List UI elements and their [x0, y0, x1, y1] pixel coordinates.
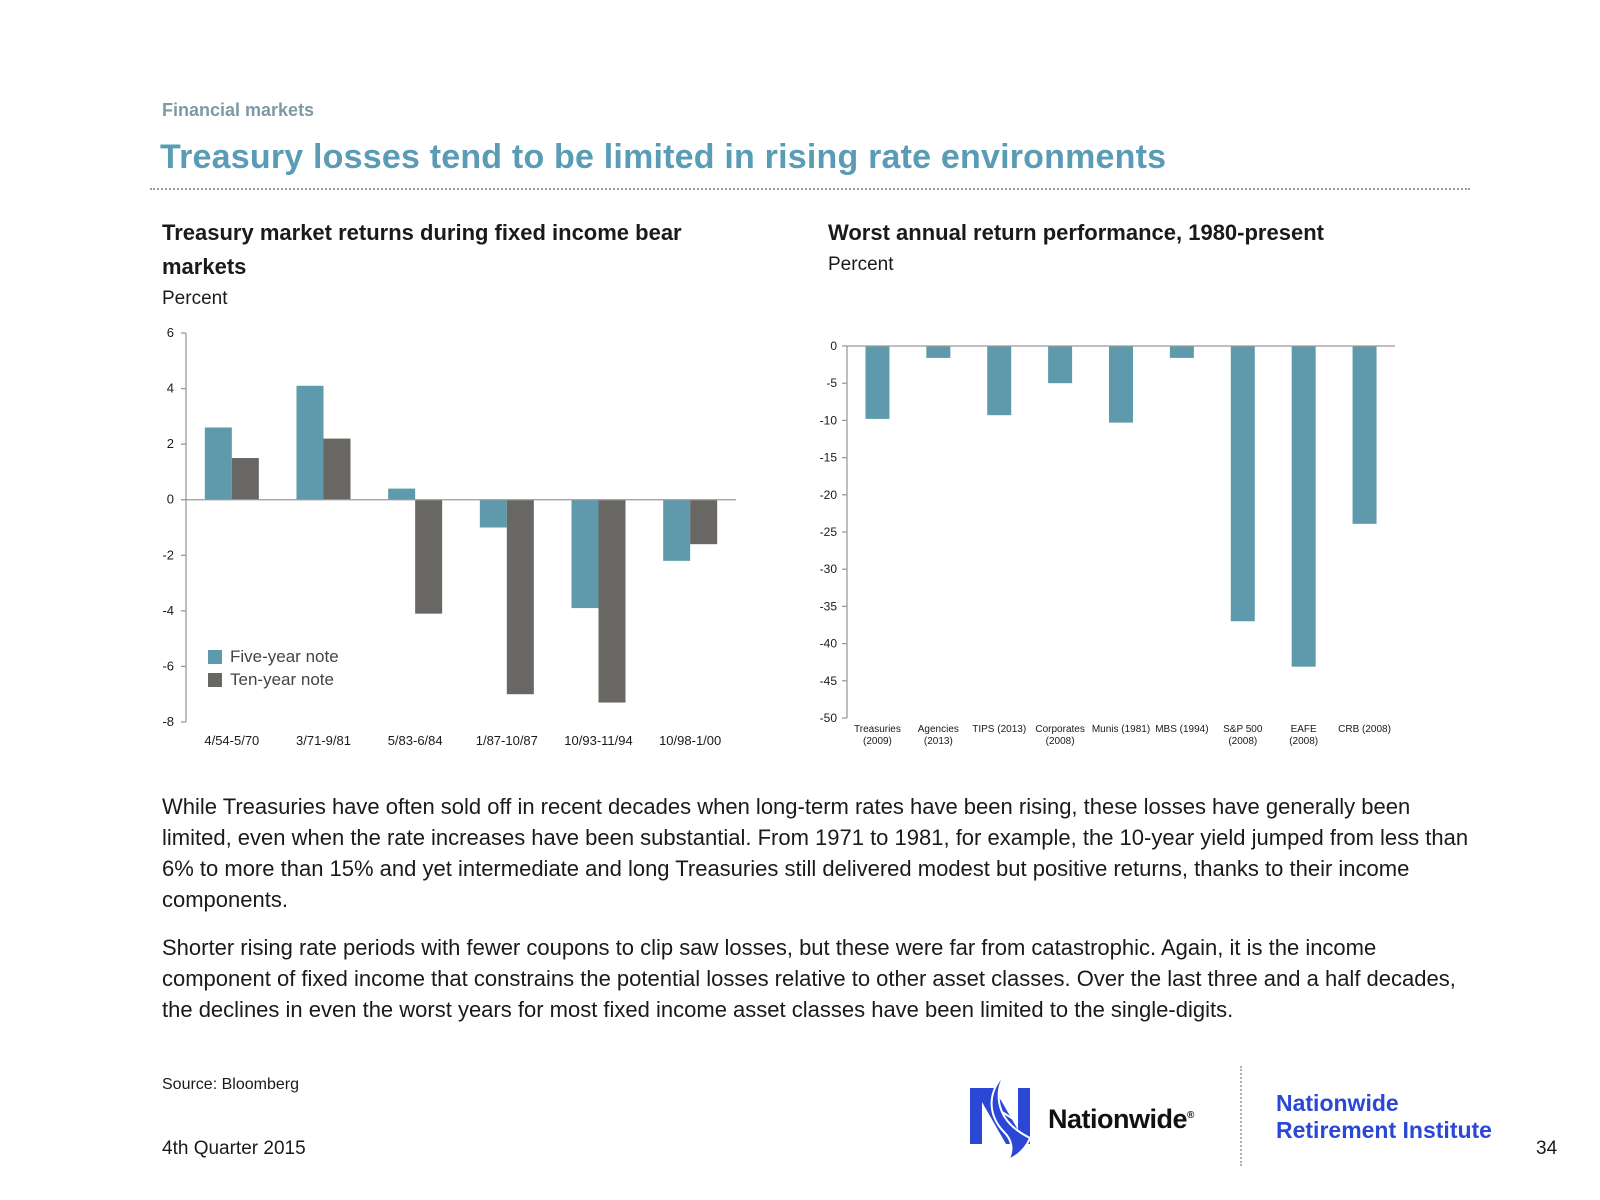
bar-five-year-note10-93-11-94	[571, 499, 599, 609]
registered-mark: ®	[1187, 1110, 1194, 1121]
right-chart-unit: Percent	[828, 254, 894, 275]
bar-mbs-1994-	[1169, 346, 1194, 358]
y-tick-label: -25	[820, 525, 837, 539]
y-tick-label: -50	[820, 711, 837, 725]
x-tick-label: Corporates	[1035, 724, 1084, 735]
eagle-n-icon	[970, 1071, 1032, 1163]
x-tick-label: EAFE	[1291, 724, 1317, 735]
section-label: Financial markets	[162, 100, 315, 120]
bar-treasuries	[865, 346, 890, 419]
left-chart-unit: Percent	[162, 288, 228, 309]
x-tick-label: CRB (2008)	[1338, 724, 1391, 735]
x-tick-label: Treasuries	[854, 724, 901, 735]
x-tick-label: 10/93-11/94	[564, 733, 632, 748]
legend-label: Five-year note	[230, 647, 339, 666]
x-tick-label: (2008)	[1046, 736, 1075, 747]
y-tick-label: 6	[167, 325, 174, 340]
bar-ten-year-note10-93-11-94	[598, 499, 626, 703]
y-tick-label: -5	[826, 376, 837, 390]
y-tick-label: -40	[820, 637, 837, 651]
right-chart-title: Worst annual return performance, 1980-pr…	[828, 220, 1324, 245]
bar-eafe	[1291, 346, 1316, 667]
legend-swatch	[208, 650, 222, 664]
y-tick-label: 0	[830, 339, 837, 353]
y-tick-label: -4	[162, 603, 174, 618]
y-tick-label: 0	[167, 492, 174, 507]
y-tick-label: 2	[167, 436, 174, 451]
x-tick-label: TIPS (2013)	[972, 724, 1026, 735]
y-tick-label: 4	[167, 381, 174, 396]
bar-ten-year-note4-54-5-70	[231, 458, 259, 500]
x-tick-label: MBS (1994)	[1155, 724, 1208, 735]
quarter-label: 4th Quarter 2015	[162, 1138, 306, 1159]
bar-crb-2008-	[1352, 346, 1377, 524]
y-tick-label: -45	[820, 674, 837, 688]
y-tick-label: -8	[162, 714, 174, 729]
x-tick-label: S&P 500	[1223, 724, 1263, 735]
body-paragraph-2: Shorter rising rate periods with fewer c…	[162, 935, 1456, 1022]
x-tick-label: (2008)	[1228, 736, 1257, 747]
bar-ten-year-note5-83-6-84	[415, 499, 443, 614]
bar-ten-year-note1-87-10-87	[506, 499, 534, 695]
x-tick-label: (2009)	[863, 736, 892, 747]
footer-divider	[1240, 1066, 1242, 1166]
logo-wordmark-text: Nationwide	[1048, 1104, 1188, 1134]
bar-five-year-note10-98-1-00	[663, 499, 691, 561]
legend-swatch	[208, 673, 222, 687]
page-number: 34	[1536, 1138, 1558, 1159]
x-tick-label: (2008)	[1289, 736, 1318, 747]
worst-annual-return-chart: 0 -5 -10 -15 -20 -25 -30 -35 -40 -45 -50 Treasuries…	[820, 339, 1395, 747]
title-divider	[150, 188, 1470, 190]
bar-five-year-note4-54-5-70	[204, 427, 232, 500]
y-tick-label: -30	[820, 562, 837, 576]
nationwide-logo: Nationwide®	[1048, 1104, 1194, 1135]
bar-corporates	[1048, 346, 1073, 384]
y-tick-label: -20	[820, 488, 837, 502]
y-tick-label: -35	[820, 599, 837, 613]
source-note: Source: Bloomberg	[162, 1076, 299, 1093]
bar-ten-year-note3-71-9-81	[323, 438, 351, 500]
legend-label: Ten-year note	[230, 670, 334, 689]
x-tick-label: Munis (1981)	[1092, 724, 1150, 735]
bar-agencies	[926, 346, 951, 358]
x-tick-label: 1/87-10/87	[476, 733, 538, 748]
page-title: Treasury losses tend to be limited in ri…	[160, 138, 1167, 176]
y-tick-label: -10	[820, 413, 837, 427]
y-tick-label: -2	[162, 547, 174, 562]
x-tick-label: 3/71-9/81	[296, 733, 351, 748]
x-tick-label: Agencies	[918, 724, 959, 735]
institute-name: Nationwide Retirement Institute	[1276, 1090, 1492, 1144]
x-tick-label: 4/54-5/70	[204, 733, 259, 748]
bar-five-year-note3-71-9-81	[296, 385, 324, 500]
institute-line-1: Nationwide	[1276, 1090, 1399, 1116]
bar-tips-2013-	[987, 346, 1012, 416]
x-tick-label: (2013)	[924, 736, 953, 747]
bar-five-year-note5-83-6-84	[388, 488, 416, 500]
institute-line-2: Retirement Institute	[1276, 1117, 1492, 1143]
bar-s-p-500	[1230, 346, 1255, 622]
bar-munis-1981-	[1109, 346, 1133, 423]
x-tick-label: 10/98-1/00	[659, 733, 721, 748]
treasury-returns-chart: 6 4 2 0 -2 -4 -6 -8 4/54-5/70 3/71-9/81 5/83-6/84 1…	[162, 325, 736, 748]
x-tick-label: 5/83-6/84	[388, 733, 443, 748]
y-tick-label: -15	[820, 451, 837, 465]
body-paragraph-1: While Treasuries have often sold off in …	[162, 794, 1469, 912]
y-tick-label: -6	[162, 658, 174, 673]
left-chart-title: Treasury market returns during fixed inc…	[162, 220, 682, 279]
bar-five-year-note1-87-10-87	[479, 499, 507, 528]
bar-ten-year-note10-98-1-00	[690, 499, 718, 545]
